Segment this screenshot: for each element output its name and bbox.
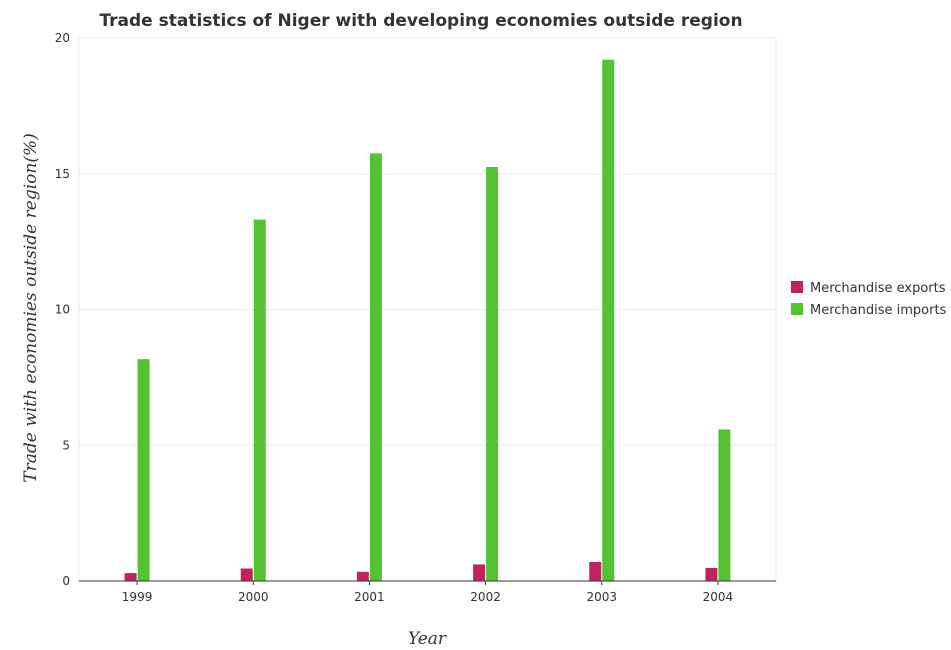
gridlines	[79, 37, 776, 446]
x-tick-label: 2001	[354, 590, 385, 604]
chart-title: Trade statistics of Niger with developin…	[99, 11, 742, 31]
bar-merchandise-exports-2004	[705, 567, 718, 581]
x-tick-label: 2002	[470, 590, 501, 604]
y-tick-label: 10	[55, 303, 70, 317]
x-axis-ticks: 1999 2000 2001 2002 2003 2004	[122, 581, 733, 604]
y-tick-label: 15	[55, 167, 70, 181]
bar-merchandise-imports-1999	[137, 359, 150, 581]
legend-label: Merchandise imports	[810, 303, 947, 318]
bar-merchandise-exports-2001	[356, 571, 369, 581]
y-tick-label: 5	[62, 438, 70, 452]
y-tick-label: 20	[55, 31, 70, 45]
bar-merchandise-exports-2002	[473, 564, 486, 581]
legend-swatch	[791, 281, 803, 293]
bar-merchandise-exports-1999	[124, 573, 137, 581]
bar-merchandise-exports-2000	[240, 568, 253, 581]
y-tick-label: 0	[62, 574, 70, 588]
x-tick-label: 2004	[703, 590, 734, 604]
x-tick-label: 2003	[586, 590, 617, 604]
y-axis-title: Trade with economies outside region(%)	[21, 133, 41, 483]
bar-merchandise-imports-2002	[486, 166, 499, 581]
legend: Merchandise exports Merchandise imports	[791, 281, 947, 318]
legend-label: Merchandise exports	[810, 281, 946, 296]
bar-merchandise-imports-2001	[369, 153, 382, 581]
bars	[124, 59, 731, 582]
y-axis-ticks: 0 5 10 15 20	[55, 31, 70, 588]
bar-merchandise-imports-2003	[602, 59, 615, 582]
x-axis-title: Year	[408, 629, 447, 649]
x-tick-label: 1999	[122, 590, 153, 604]
x-tick-label: 2000	[238, 590, 269, 604]
bar-merchandise-imports-2000	[253, 219, 266, 582]
bar-merchandise-exports-2003	[589, 561, 602, 581]
bar-merchandise-imports-2004	[718, 429, 731, 581]
legend-swatch	[791, 303, 803, 315]
